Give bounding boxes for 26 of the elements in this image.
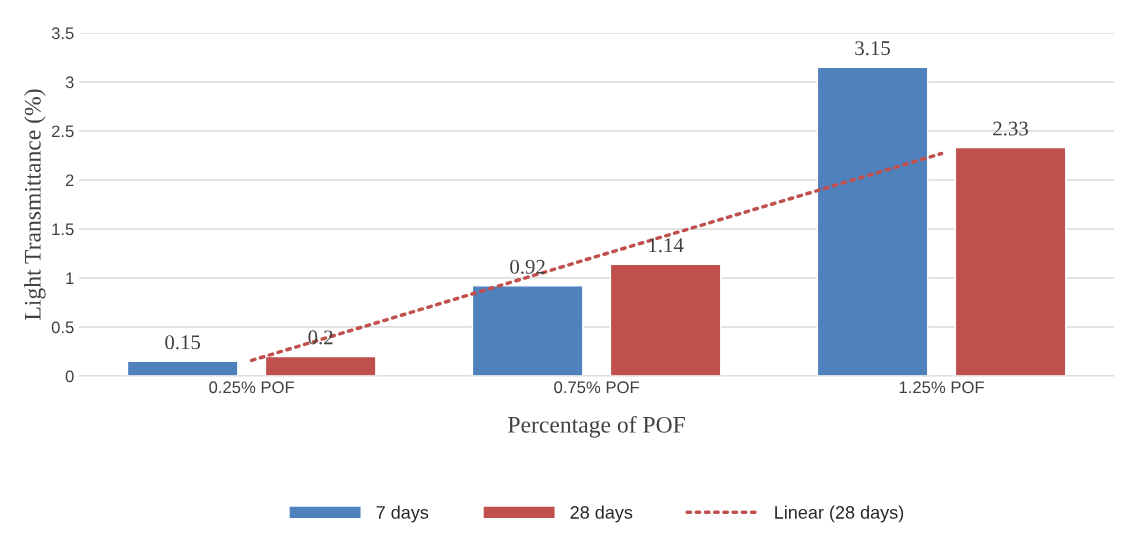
- data-label: 2.33: [993, 121, 1028, 136]
- legend-label: 28 days: [570, 505, 633, 523]
- y-tick-label: 1.5: [52, 223, 74, 236]
- bar: [126, 360, 239, 377]
- data-label: 3.15: [855, 41, 890, 56]
- legend-label: 7 days: [376, 505, 429, 523]
- x-tick-label: 1.25% POF: [899, 381, 984, 394]
- bar: [609, 263, 722, 377]
- legend-label: Linear (28 days): [775, 505, 904, 523]
- x-tick-label: 0.25% POF: [209, 381, 295, 394]
- bar: [954, 146, 1067, 377]
- y-tick-label: 3: [65, 76, 74, 89]
- data-label: 0.15: [165, 335, 201, 350]
- y-tick-label: 3.5: [51, 27, 74, 40]
- x-axis-title: Percentage of POF: [508, 415, 685, 438]
- y-tick-label: 0: [65, 370, 74, 383]
- data-label: 0.92: [510, 259, 545, 274]
- y-tick-label: 2: [65, 174, 74, 187]
- bar: [471, 285, 584, 377]
- y-tick-label: 1: [66, 272, 74, 285]
- y-tick-label: 0.5: [51, 321, 74, 334]
- y-tick-label: 2.5: [51, 125, 74, 138]
- data-label: 1.14: [649, 238, 684, 253]
- bar: [816, 66, 929, 377]
- x-tick-label: 0.75% POF: [554, 381, 640, 394]
- y-axis-title: Light Transmittance (%): [24, 89, 46, 320]
